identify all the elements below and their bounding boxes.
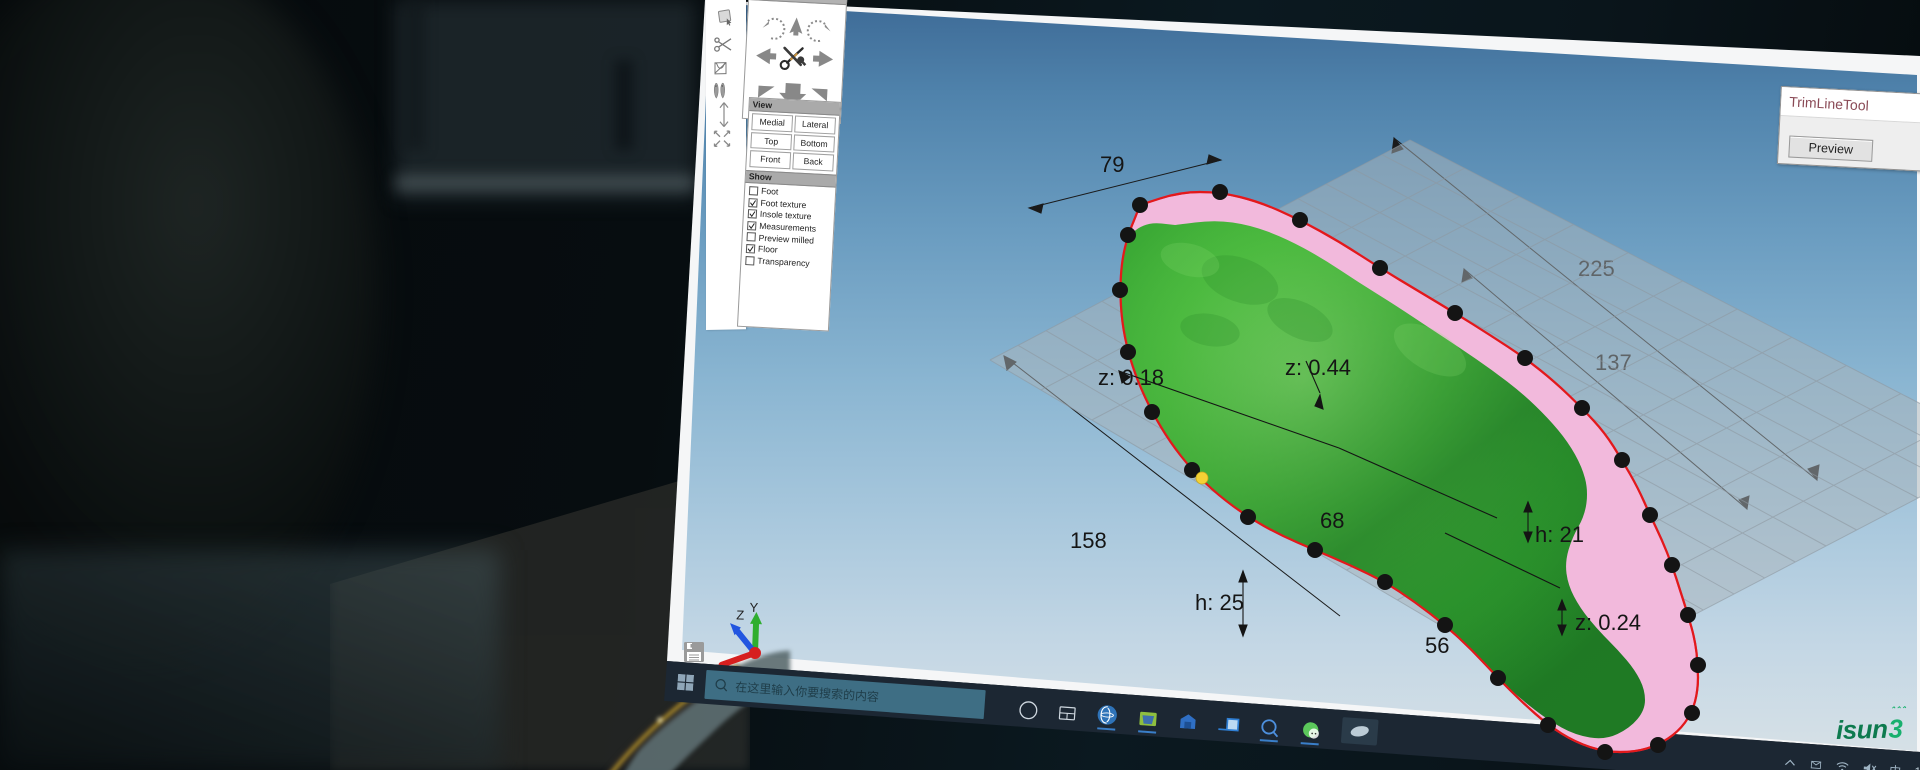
svg-text:z: 0.18: z: 0.18 — [1098, 365, 1164, 390]
svg-text:Y: Y — [749, 600, 759, 615]
svg-text:Z: Z — [736, 607, 745, 622]
svg-text:h: 21: h: 21 — [1535, 522, 1584, 547]
svg-text:56: 56 — [1425, 633, 1449, 658]
svg-text:h: 25: h: 25 — [1195, 590, 1244, 615]
svg-text:z: 0.44: z: 0.44 — [1285, 355, 1351, 380]
svg-text:68: 68 — [1320, 508, 1344, 533]
svg-text:z: 0.24: z: 0.24 — [1575, 610, 1641, 635]
